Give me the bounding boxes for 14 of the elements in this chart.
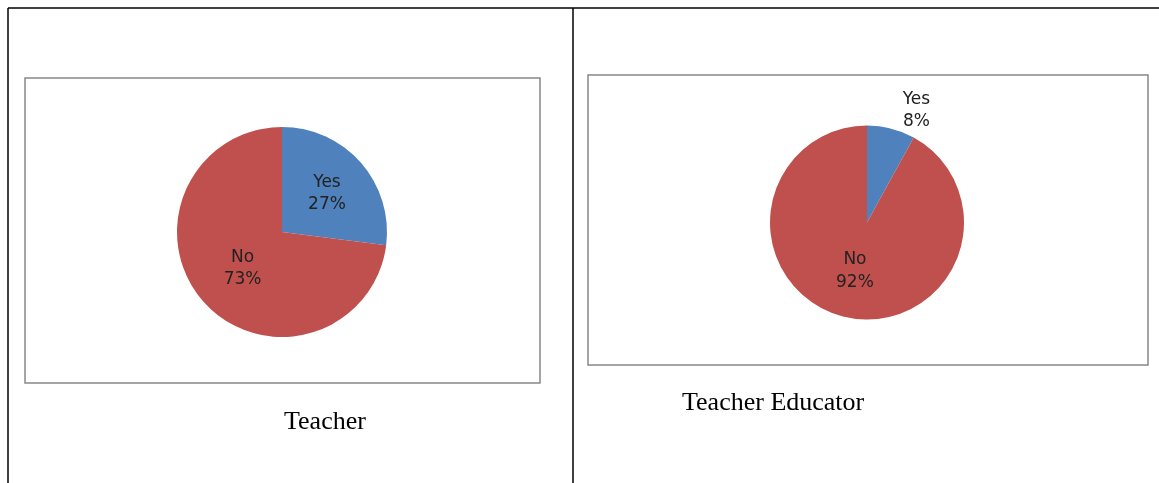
data-label: 27% — [308, 193, 346, 214]
slice-label: Yes — [312, 171, 341, 192]
pie-slice — [770, 125, 964, 320]
pie-slice — [867, 125, 914, 223]
data-label: 92% — [836, 270, 874, 291]
data-label: 8% — [902, 109, 930, 130]
pie-slice — [177, 127, 387, 337]
pie-slice — [282, 127, 387, 246]
slice-label: No — [843, 248, 867, 269]
data-label: 73% — [223, 267, 262, 288]
slice-label: Yes — [901, 87, 931, 108]
text: Teacher — [284, 406, 367, 435]
slice-label: No — [231, 245, 255, 266]
text: Teacher Educator — [682, 387, 865, 416]
